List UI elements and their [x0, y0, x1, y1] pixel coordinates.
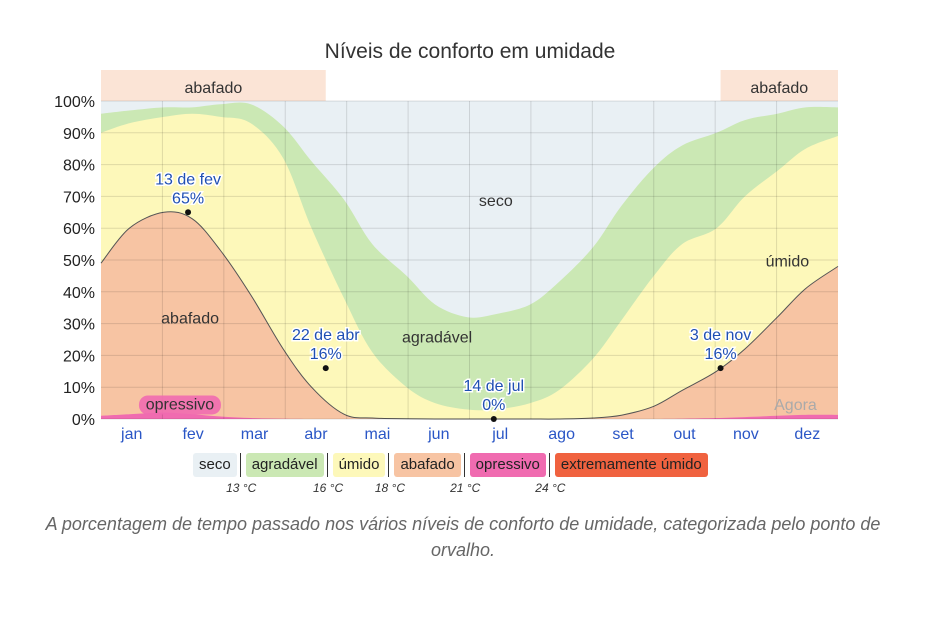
- now-label: Agora: [774, 397, 817, 414]
- x-tick-label-set: set: [612, 426, 634, 443]
- annotation-point-3: [717, 365, 724, 372]
- grid-lines: [101, 100, 838, 420]
- annotations: 13 de fev 65% 22 de abr 16% 14 de jul 0% 3 de …: [154, 170, 753, 422]
- annotation-point-1: [322, 365, 329, 372]
- x-tick-label-abr: abr: [304, 426, 328, 443]
- x-tick-label-dez: dez: [794, 426, 820, 443]
- annotation-date-0: 13 de fev: [155, 171, 221, 188]
- annotation-date-1: 22 de abr: [292, 327, 360, 344]
- humidity-comfort-chart: Níveis de conforto em umidade abafado aba…: [54, 40, 839, 443]
- y-tick-label: 70%: [63, 189, 95, 206]
- annotation-date-3: 3 de nov: [690, 327, 751, 344]
- opressivo-label-bg: [138, 395, 221, 415]
- top-range-label-1: abafado: [750, 80, 808, 97]
- y-tick-label: 0%: [72, 412, 95, 429]
- x-tick-label-jul: jul: [491, 426, 508, 443]
- y-tick-label: 20%: [63, 348, 95, 365]
- annotation-value-0: 65%: [172, 190, 204, 207]
- x-tick-label-ago: ago: [548, 426, 575, 443]
- y-tick-label: 40%: [63, 285, 95, 302]
- legend-item-3: abafado: [388, 453, 461, 477]
- x-axis-ticks: jan fev mar abr mai jun jul ago set out nov dez: [120, 426, 820, 443]
- threshold-label-3: 21 °C: [450, 481, 481, 495]
- annotation-value-2: 0%: [482, 397, 505, 414]
- band-label-seco: seco: [479, 193, 513, 210]
- y-tick-label: 50%: [63, 253, 95, 270]
- legend-item-1: agradável: [239, 453, 324, 477]
- x-tick-label-out: out: [673, 426, 696, 443]
- threshold-label-4: 24 °C: [535, 481, 566, 495]
- area-umido: [101, 113, 838, 419]
- legend: seco agradável úmido abafado opressivo extrem…: [193, 453, 717, 477]
- annotation-value-3: 16%: [705, 346, 737, 363]
- abafado-boundary-line: [100, 211, 839, 420]
- x-tick-label-mar: mar: [241, 426, 269, 443]
- threshold-label-0: 13 °C: [226, 481, 257, 495]
- y-tick-label: 30%: [63, 317, 95, 334]
- band-label-úmido: úmido: [766, 253, 810, 270]
- area-abafado: [101, 211, 838, 420]
- band-label-agradável: agradável: [402, 330, 472, 347]
- y-tick-label: 10%: [63, 380, 95, 397]
- x-tick-label-fev: fev: [182, 426, 203, 443]
- band-label-abafado: abafado: [161, 311, 219, 328]
- plot-areas: [100, 101, 839, 420]
- legend-item-0: seco: [193, 453, 237, 477]
- legend-item-4: opressivo: [463, 453, 546, 477]
- y-tick-label: 80%: [63, 158, 95, 175]
- legend-item-2: úmido: [326, 453, 386, 477]
- y-axis-ticks: 0% 10% 20% 30% 40% 50% 60% 70% 80% 90% 100%: [54, 94, 95, 429]
- annotation-point-2: [490, 416, 497, 422]
- x-tick-label-nov: nov: [733, 426, 759, 443]
- annotation-date-2: 14 de jul: [464, 378, 525, 395]
- y-tick-label: 60%: [63, 221, 95, 238]
- y-tick-label: 90%: [63, 126, 95, 143]
- band-labels: seco agradável úmido abafado opressivo Agora: [138, 193, 817, 415]
- band-label-opressivo: opressivo: [146, 396, 215, 413]
- chart-title: Níveis de conforto em umidade: [325, 40, 616, 63]
- top-range-label-0: abafado: [184, 80, 242, 97]
- threshold-label-2: 18 °C: [374, 481, 406, 495]
- y-tick-label: 100%: [54, 94, 95, 111]
- annotation-point-0: [185, 209, 192, 216]
- x-tick-label-jun: jun: [427, 426, 449, 443]
- x-tick-label-mai: mai: [364, 426, 390, 443]
- x-tick-label-jan: jan: [120, 426, 142, 443]
- legend-item-5: extremamente úmido: [548, 453, 708, 477]
- annotation-value-1: 16%: [310, 346, 342, 363]
- chart-caption: A porcentagem de tempo passado nos vário…: [45, 514, 881, 560]
- threshold-label-1: 16 °C: [313, 481, 344, 495]
